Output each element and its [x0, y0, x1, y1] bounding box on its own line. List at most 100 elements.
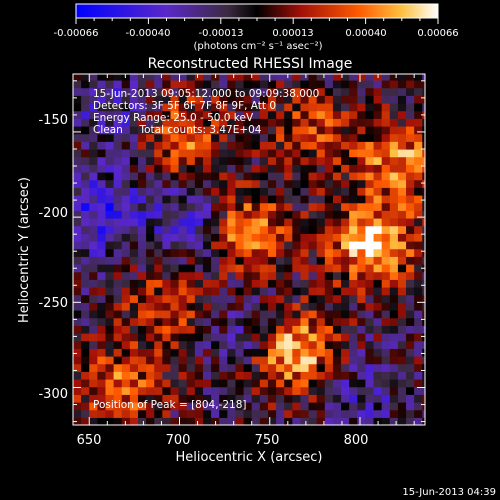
- heatmap-cell: [365, 325, 375, 334]
- heatmap-cell: [186, 110, 196, 119]
- heatmap-cell: [389, 110, 399, 119]
- heatmap-cell: [397, 164, 407, 173]
- heatmap-cell: [105, 348, 115, 357]
- heatmap-cell: [146, 263, 155, 273]
- heatmap-cell: [162, 279, 172, 288]
- heatmap-cell: [357, 171, 367, 181]
- heatmap-cell: [227, 279, 237, 288]
- heatmap-cell: [227, 187, 237, 196]
- heatmap-cell: [170, 371, 180, 380]
- heatmap-cell: [211, 179, 220, 188]
- heatmap-cell: [146, 279, 155, 288]
- heatmap-cell: [373, 340, 383, 349]
- heatmap-cell: [154, 286, 163, 296]
- heatmap-cell: [341, 225, 350, 234]
- heatmap-cell: [397, 317, 407, 326]
- heatmap-cell: [308, 417, 318, 425]
- heatmap-cell: [251, 110, 261, 119]
- heatmap-cell: [146, 371, 155, 380]
- heatmap-cell: [300, 187, 310, 196]
- heatmap-cell: [219, 210, 228, 219]
- heatmap-cell: [332, 256, 342, 265]
- heatmap-cell: [170, 355, 180, 365]
- heatmap-cell: [341, 95, 350, 104]
- heatmap-cell: [397, 256, 407, 265]
- heatmap-cell: [97, 248, 107, 257]
- heatmap-cell: [349, 379, 358, 388]
- heatmap-cell: [194, 87, 204, 96]
- heatmap-cell: [219, 171, 228, 181]
- heatmap-cell: [113, 394, 123, 403]
- heatmap-cell: [414, 148, 423, 158]
- heatmap-cell: [324, 179, 334, 188]
- heatmap-cell: [73, 317, 82, 326]
- heatmap-cell: [186, 87, 196, 96]
- heatmap-cell: [389, 294, 399, 303]
- heatmap-cell: [324, 394, 334, 403]
- heatmap-cell: [154, 355, 163, 365]
- heatmap-cell: [154, 263, 163, 273]
- heatmap-cell: [73, 164, 82, 173]
- heatmap-cell: [292, 141, 302, 150]
- heatmap-cell: [406, 171, 415, 181]
- heatmap-cell: [324, 194, 334, 204]
- heatmap-cell: [381, 233, 391, 242]
- heatmap-cell: [406, 79, 415, 89]
- heatmap-cell: [186, 294, 196, 303]
- heatmap-cell: [414, 233, 423, 242]
- heatmap-cell: [397, 302, 407, 311]
- heatmap-cell: [113, 87, 123, 96]
- heatmap-cell: [292, 240, 302, 250]
- heatmap-cell: [235, 279, 245, 288]
- heatmap-cell: [97, 240, 107, 250]
- heatmap-cell: [105, 187, 115, 196]
- heatmap-cell: [324, 225, 334, 234]
- heatmap-cell: [162, 294, 172, 303]
- heatmap-cell: [414, 118, 423, 127]
- heatmap-cell: [211, 348, 220, 357]
- heatmap-cell: [146, 133, 155, 142]
- heatmap-cell: [422, 256, 425, 265]
- heatmap-cell: [121, 332, 131, 342]
- heatmap-cell: [341, 402, 350, 411]
- heatmap-cell: [89, 210, 98, 219]
- heatmap-cell: [235, 141, 245, 150]
- heatmap-cell: [129, 95, 139, 104]
- heatmap-cell: [397, 87, 407, 96]
- heatmap-cell: [146, 302, 155, 311]
- heatmap-cell: [227, 294, 237, 303]
- heatmap-cell: [324, 133, 334, 142]
- heatmap-cell: [259, 217, 269, 227]
- heatmap-cell: [194, 386, 204, 395]
- heatmap-cell: [341, 248, 350, 257]
- plot-frame: [72, 73, 426, 426]
- heatmap-cell: [186, 141, 196, 150]
- heatmap-cell: [227, 332, 237, 342]
- heatmap-cell: [97, 202, 107, 211]
- heatmap-cell: [89, 164, 98, 173]
- heatmap-cell: [324, 332, 334, 342]
- heatmap-cell: [341, 171, 350, 181]
- heatmap-cell: [397, 179, 407, 188]
- heatmap-cell: [308, 156, 318, 165]
- heatmap-cell: [406, 271, 415, 280]
- heatmap-cell: [349, 194, 358, 204]
- heatmap-cell: [292, 102, 302, 112]
- heatmap-cell: [397, 363, 407, 372]
- heatmap-cell: [300, 133, 310, 142]
- heatmap-cell: [219, 348, 228, 357]
- heatmap-cell: [170, 202, 180, 211]
- heatmap-cell: [381, 417, 391, 425]
- heatmap-cell: [211, 256, 220, 265]
- heatmap-cell: [121, 102, 131, 112]
- heatmap-cell: [324, 279, 334, 288]
- heatmap-cell: [381, 294, 391, 303]
- heatmap-cell: [89, 171, 98, 181]
- heatmap-cell: [97, 187, 107, 196]
- heatmap-cell: [251, 202, 261, 211]
- heatmap-cell: [357, 256, 367, 265]
- heatmap-cell: [292, 355, 302, 365]
- heatmap-cell: [422, 156, 425, 165]
- heatmap-cell: [349, 87, 358, 96]
- heatmap-cell: [308, 279, 318, 288]
